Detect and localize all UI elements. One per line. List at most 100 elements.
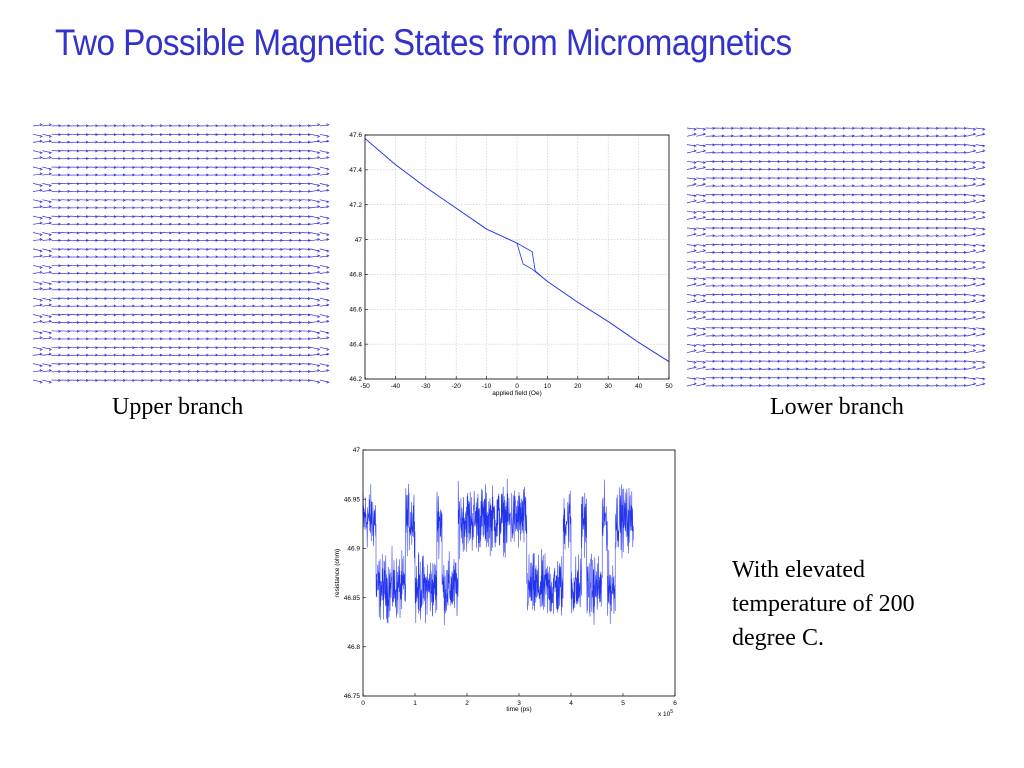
chart2-y-tick-label: 46.9 xyxy=(347,546,360,553)
lower-arrow-row xyxy=(686,215,986,221)
lower-arrow-row xyxy=(686,160,986,165)
chart1-x-tick-label: 10 xyxy=(544,383,552,390)
lower-arrow-row xyxy=(686,365,986,371)
chart2-xlabel: time (ps) xyxy=(506,706,531,713)
upper-arrow-row xyxy=(32,149,330,155)
chart1-xlabel: applied field (Oe) xyxy=(492,390,542,397)
lower-branch-vector-field xyxy=(686,126,986,388)
chart1-y-tick-label: 47.2 xyxy=(349,202,362,209)
lower-arrow-row xyxy=(686,132,986,138)
chart2-resistance-trace xyxy=(362,478,634,626)
upper-arrow-row xyxy=(32,231,330,237)
upper-arrow-row xyxy=(32,254,330,259)
upper-arrow-row xyxy=(32,237,330,242)
lower-arrow-row xyxy=(686,165,986,171)
upper-arrow-row xyxy=(32,221,330,226)
chart2-x-multiplier: x 105 xyxy=(658,709,673,718)
temperature-note: With elevated temperature of 200 degree … xyxy=(732,553,915,655)
lower-arrow-row xyxy=(686,182,986,188)
chart2-y-tick-label: 46.85 xyxy=(344,595,361,602)
upper-arrow-row xyxy=(32,205,330,210)
lower-arrow-row xyxy=(686,126,986,131)
chart2-y-tick-label: 47 xyxy=(353,447,361,454)
upper-arrow-row xyxy=(32,303,330,308)
chart1-x-tick-label: -40 xyxy=(391,383,401,390)
chart2-lines xyxy=(362,478,634,626)
chart2-y-tick-label: 46.95 xyxy=(344,496,361,503)
lower-arrow-row xyxy=(686,193,986,198)
upper-arrow-row xyxy=(32,215,330,220)
upper-arrow-row xyxy=(32,188,330,193)
lower-arrow-row xyxy=(686,299,986,304)
chart1-y-tick-label: 46.6 xyxy=(349,306,362,313)
lower-arrow-row xyxy=(686,143,986,148)
chart1-x-tick-label: -20 xyxy=(451,383,461,390)
upper-arrow-row xyxy=(32,297,330,302)
chart2-ylabel: resistance (ohm) xyxy=(334,549,341,597)
upper-arrow-row xyxy=(32,378,330,384)
chart1-background xyxy=(335,126,680,398)
lower-arrow-row xyxy=(686,276,986,281)
chart2-x-tick-label: 2 xyxy=(465,700,469,707)
lower-arrow-row xyxy=(686,326,986,331)
upper-arrow-row xyxy=(32,139,330,144)
chart1-y-tick-label: 46.2 xyxy=(349,376,362,383)
lower-arrow-row xyxy=(686,243,986,248)
note-line-2: temperature of 200 xyxy=(732,591,915,617)
note-line-3: degree C. xyxy=(732,625,824,651)
lower-arrow-row xyxy=(686,176,986,181)
chart1-lines xyxy=(364,138,670,362)
lower-arrow-row xyxy=(686,376,986,381)
chart1-x-tick-label: 30 xyxy=(605,383,613,390)
upper-arrow-row xyxy=(32,287,330,292)
chart1-x-tick-label: 0 xyxy=(515,383,519,390)
chart1-x-tick-label: 40 xyxy=(635,383,643,390)
upper-arrow-row xyxy=(32,336,330,341)
lower-arrow-row xyxy=(686,293,986,298)
upper-branch-caption: Upper branch xyxy=(112,394,244,420)
chart1-ticks: -50 -40 -30 -20 -10 0 10 20 30 40 50 46.2 46.4 46.6 46… xyxy=(349,132,673,390)
chart1-series-line-2 xyxy=(364,138,670,362)
chart1-y-tick-label: 46.8 xyxy=(349,272,362,279)
upper-arrow-row xyxy=(32,247,330,253)
lower-arrow-row xyxy=(686,332,986,338)
upper-arrow-row xyxy=(32,319,330,324)
upper-arrow-row xyxy=(32,270,330,275)
lower-arrow-row xyxy=(686,282,986,288)
upper-arrow-row xyxy=(32,369,330,373)
chart1-x-tick-label: 50 xyxy=(665,383,673,390)
lower-arrow-row xyxy=(686,343,986,348)
chart1-x-tick-label: -30 xyxy=(421,383,431,390)
chart2-y-tick-label: 46.75 xyxy=(344,693,361,700)
chart1-y-tick-label: 47.4 xyxy=(349,167,362,174)
lower-arrow-row xyxy=(686,149,986,154)
upper-arrow-row xyxy=(32,165,330,171)
lower-arrow-row xyxy=(686,349,986,354)
upper-branch-vector-field xyxy=(32,123,330,384)
upper-arrow-row xyxy=(32,264,330,269)
lower-branch-caption: Lower branch xyxy=(770,394,904,420)
chart1-y-tick-label: 46.4 xyxy=(349,341,362,348)
upper-arrow-row xyxy=(32,280,330,286)
lower-arrow-row xyxy=(686,226,986,231)
upper-arrow-row xyxy=(32,198,330,204)
upper-arrow-row xyxy=(32,172,330,177)
upper-arrow-row xyxy=(32,156,330,160)
lower-arrow-row xyxy=(686,199,986,204)
lower-arrow-row xyxy=(686,249,986,254)
upper-arrow-row xyxy=(32,133,330,138)
upper-arrow-row xyxy=(32,313,330,319)
lower-arrow-row xyxy=(686,315,986,321)
upper-arrow-row xyxy=(32,362,330,368)
chart2-x-tick-label: 1 xyxy=(413,700,417,707)
chart2-x-tick-label: 6 xyxy=(673,700,677,707)
chart1-y-tick-label: 47.6 xyxy=(349,132,362,139)
resistance-vs-time-chart: 0 1 2 3 4 5 6 46.75 46.8 46.85 46.9 46.95 47 time (p… xyxy=(330,443,690,721)
lower-arrow-row xyxy=(686,359,986,364)
chart1-x-tick-label: -50 xyxy=(360,383,370,390)
upper-arrow-row xyxy=(32,182,330,188)
chart2-y-tick-label: 46.8 xyxy=(347,644,360,651)
lower-arrow-row xyxy=(686,232,986,238)
chart2-x-tick-label: 3 xyxy=(517,700,521,707)
upper-arrow-row xyxy=(32,352,330,357)
